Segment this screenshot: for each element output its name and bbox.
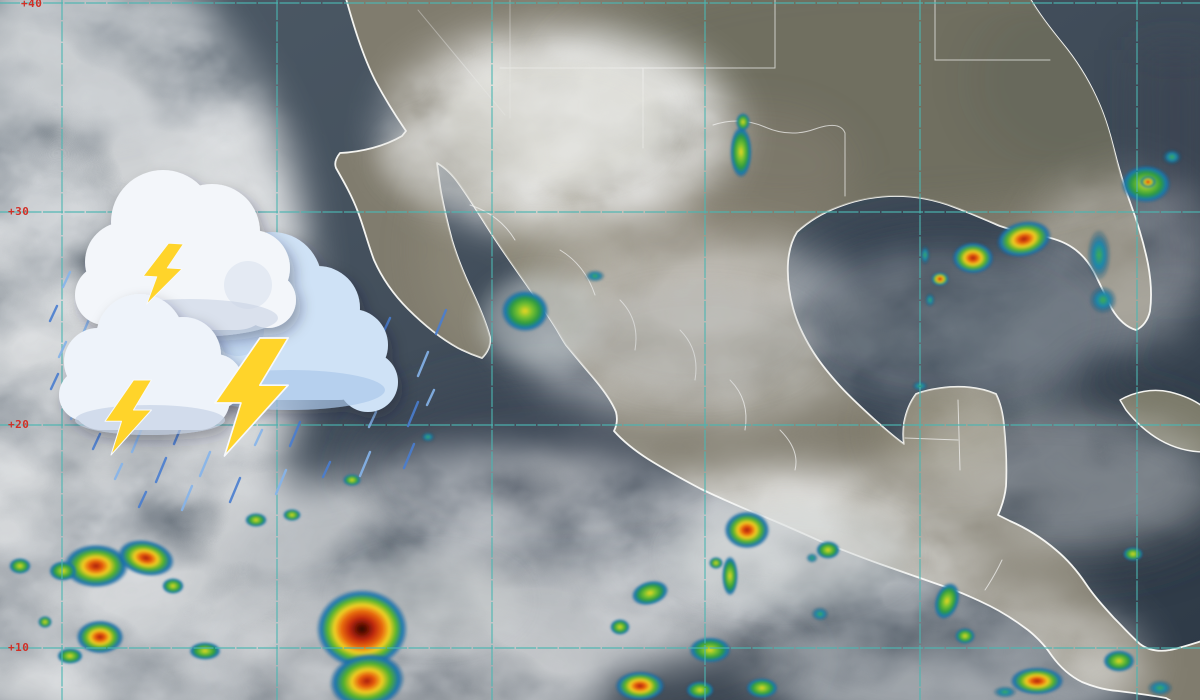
storm-cell (9, 558, 31, 574)
storm-cell (316, 589, 408, 669)
storm-cell (1087, 229, 1111, 281)
storm-cell (689, 637, 731, 663)
storm-cell (1123, 547, 1143, 561)
rain-streak (321, 460, 332, 479)
storm-cell (117, 539, 175, 577)
storm-cell (730, 126, 752, 178)
lightning-icon-medium (104, 379, 153, 456)
storm-cell (746, 678, 778, 698)
storm-cell (686, 681, 714, 699)
storm-cell (811, 607, 829, 621)
storm-cell (615, 671, 665, 700)
storm-cell (585, 270, 605, 282)
latitude-label: +20 (8, 418, 29, 431)
storm-cell (610, 619, 630, 635)
storm-cell (343, 474, 361, 486)
storm-cell (245, 513, 267, 527)
storm-cell (993, 686, 1017, 698)
storm-cell (1147, 680, 1173, 696)
rain-streak (434, 308, 448, 336)
rain-streak (367, 410, 378, 429)
storm-cell (955, 628, 975, 644)
rain-streak (416, 350, 430, 378)
lightning-icon-large (214, 337, 289, 457)
storm-cell (49, 561, 77, 581)
rain-streak (402, 442, 416, 470)
storm-cell (925, 293, 935, 307)
storm-cell (76, 620, 124, 654)
storm-cell (931, 272, 949, 286)
lightning-icon-small (142, 242, 184, 305)
lightning-bolts (104, 242, 289, 457)
storm-cell (162, 578, 184, 594)
rain-streak (288, 420, 302, 448)
storm-cell (63, 544, 129, 588)
storm-cell (329, 652, 405, 700)
rain-streak (154, 456, 168, 484)
storm-cell (421, 432, 435, 442)
rain-streak (406, 400, 420, 428)
latitude-label: +10 (8, 641, 29, 654)
storm-cell (1010, 667, 1064, 695)
storm-cell (501, 290, 549, 332)
storm-cell (38, 616, 52, 628)
rain-streak (425, 388, 436, 407)
rain-streak (274, 468, 288, 496)
latitude-label: +40 (21, 0, 42, 10)
storm-cell (912, 381, 928, 391)
rain-streak (49, 372, 60, 391)
storm-cells-layer (9, 113, 1182, 700)
rain-streak (137, 490, 148, 509)
rain-streak (228, 476, 242, 504)
storm-cell (934, 582, 960, 620)
storm-cell (57, 648, 83, 664)
storm-cell (736, 113, 750, 131)
storm-cell (631, 580, 669, 606)
white-cloud-icon (75, 170, 296, 337)
storm-cell (816, 541, 840, 559)
storm-cell (952, 242, 994, 274)
rain-streak (113, 462, 124, 481)
storm-cell (709, 557, 723, 569)
rain-streak (198, 450, 212, 478)
rain-streak (253, 428, 264, 447)
storm-cell (1103, 650, 1135, 672)
storm-cell (920, 245, 930, 265)
storm-cell (283, 509, 301, 521)
storm-cell (1140, 176, 1156, 188)
rain-streak (48, 304, 59, 323)
storm-cell (806, 553, 818, 563)
storm-cell (1162, 149, 1182, 165)
storm-cell (722, 556, 738, 596)
rain-streak (57, 340, 68, 359)
rain-streak (91, 432, 102, 451)
rain-streak (358, 450, 372, 478)
latitude-labels-layer: +40 +30 +20 +10 (8, 0, 42, 654)
latitude-label: +30 (8, 205, 29, 218)
storm-cell (724, 511, 770, 549)
storm-forecast-illustration (48, 170, 448, 512)
storm-cell (1089, 286, 1117, 314)
storm-cell (996, 220, 1052, 258)
storm-cell (189, 642, 221, 660)
rain-streak (180, 484, 194, 512)
rain-streak (61, 270, 72, 289)
